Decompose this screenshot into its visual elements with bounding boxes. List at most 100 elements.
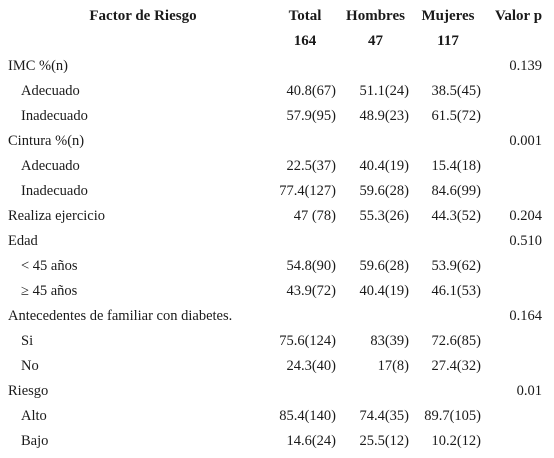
cell-total: 14.6(24) xyxy=(286,433,336,449)
table-row: No 24.3(40) 17(8) 27.4(32) xyxy=(0,354,554,379)
cell-total: 57.9(95) xyxy=(286,108,336,124)
cell-total xyxy=(272,129,338,154)
row-label: Alto xyxy=(21,408,47,424)
header-n-mujeres: 117 xyxy=(437,33,459,49)
cell-hombres xyxy=(338,54,413,79)
cell-mujeres: 53.9(62) xyxy=(431,258,481,274)
cell-mujeres: 44.3(52) xyxy=(431,208,481,224)
cell-p xyxy=(483,404,554,429)
cell-hombres: 40.4(19) xyxy=(359,158,409,174)
header-mujeres: Mujeres xyxy=(421,8,475,24)
cell-p xyxy=(483,104,554,129)
cell-p xyxy=(483,179,554,204)
cell-p: 0.139 xyxy=(509,58,542,74)
cell-hombres xyxy=(338,379,413,404)
cell-hombres: 51.1(24) xyxy=(359,83,409,99)
cell-mujeres: 46.1(53) xyxy=(431,283,481,299)
table-row: Alto 85.4(140) 74.4(35) 89.7(105) xyxy=(0,404,554,429)
cell-p xyxy=(483,354,554,379)
header-count-row: 164 47 117 xyxy=(0,29,554,54)
cell-hombres xyxy=(338,229,413,254)
cell-total: 43.9(72) xyxy=(286,283,336,299)
cell-hombres xyxy=(338,129,413,154)
header-count-p-empty xyxy=(483,29,554,54)
cell-total: 54.8(90) xyxy=(286,258,336,274)
table-row: Adecuado 40.8(67) 51.1(24) 38.5(45) xyxy=(0,79,554,104)
table-row: Inadecuado 77.4(127) 59.6(28) 84.6(99) xyxy=(0,179,554,204)
row-label: ≥ 45 años xyxy=(21,283,78,299)
row-label: < 45 años xyxy=(21,258,78,274)
cell-hombres: 83(39) xyxy=(370,333,409,349)
cell-hombres: 74.4(35) xyxy=(359,408,409,424)
cell-total xyxy=(272,304,338,329)
cell-mujeres: 84.6(99) xyxy=(431,183,481,199)
table-row: Cintura %(n) 0.001 xyxy=(0,129,554,154)
cell-total: 75.6(124) xyxy=(279,333,336,349)
cell-mujeres xyxy=(413,229,483,254)
row-label: Riesgo xyxy=(8,383,49,399)
cell-p: 0.164 xyxy=(509,308,542,324)
cell-p xyxy=(483,79,554,104)
row-label: No xyxy=(21,358,39,374)
cell-mujeres: 15.4(18) xyxy=(431,158,481,174)
cell-mujeres: 72.6(85) xyxy=(431,333,481,349)
header-count-empty xyxy=(0,29,272,54)
row-label: Cintura %(n) xyxy=(8,133,85,149)
row-label: Realiza ejercicio xyxy=(8,208,106,224)
cell-p: 0.01 xyxy=(516,383,542,399)
cell-p: 0.001 xyxy=(509,133,542,149)
cell-p xyxy=(483,254,554,279)
cell-hombres xyxy=(338,304,413,329)
header-n-hombres: 47 xyxy=(368,33,383,49)
table-row: Bajo 14.6(24) 25.5(12) 10.2(12) xyxy=(0,429,554,454)
cell-total: 40.8(67) xyxy=(286,83,336,99)
cell-mujeres xyxy=(413,379,483,404)
cell-p: 0.204 xyxy=(509,208,542,224)
table-row: Si 75.6(124) 83(39) 72.6(85) xyxy=(0,329,554,354)
header-row: Factor de Riesgo Total Hombres Mujeres V… xyxy=(0,4,554,29)
row-label: Antecedentes de familiar con diabetes. xyxy=(8,308,233,324)
table-body: IMC %(n) 0.139 Adecuado 40.8(67) 51.1(24… xyxy=(0,54,554,454)
header-hombres: Hombres xyxy=(346,8,405,24)
header-total: Total xyxy=(288,8,322,24)
cell-hombres: 25.5(12) xyxy=(359,433,409,449)
risk-factor-table: Factor de Riesgo Total Hombres Mujeres V… xyxy=(0,4,554,454)
header-n-total: 164 xyxy=(293,33,317,49)
table-row: ≥ 45 años 43.9(72) 40.4(19) 46.1(53) xyxy=(0,279,554,304)
table-row: < 45 años 54.8(90) 59.6(28) 53.9(62) xyxy=(0,254,554,279)
cell-p: 0.510 xyxy=(509,233,542,249)
row-label: Adecuado xyxy=(21,158,80,174)
cell-total: 85.4(140) xyxy=(279,408,336,424)
cell-mujeres xyxy=(413,54,483,79)
cell-hombres: 59.6(28) xyxy=(359,258,409,274)
cell-total xyxy=(272,54,338,79)
table-header: Factor de Riesgo Total Hombres Mujeres V… xyxy=(0,4,554,54)
table-row: Adecuado 22.5(37) 40.4(19) 15.4(18) xyxy=(0,154,554,179)
cell-p xyxy=(483,429,554,454)
cell-hombres: 59.6(28) xyxy=(359,183,409,199)
cell-total xyxy=(272,379,338,404)
cell-total xyxy=(272,229,338,254)
table-row: Realiza ejercicio 47 (78) 55.3(26) 44.3(… xyxy=(0,204,554,229)
cell-mujeres xyxy=(413,304,483,329)
cell-mujeres: 10.2(12) xyxy=(431,433,481,449)
row-label: Edad xyxy=(8,233,38,249)
table-row: Antecedentes de familiar con diabetes. 0… xyxy=(0,304,554,329)
cell-p xyxy=(483,279,554,304)
row-label: Si xyxy=(21,333,34,349)
table-row: IMC %(n) 0.139 xyxy=(0,54,554,79)
table-row: Riesgo 0.01 xyxy=(0,379,554,404)
cell-total: 47 (78) xyxy=(293,208,336,224)
cell-total: 24.3(40) xyxy=(286,358,336,374)
cell-total: 77.4(127) xyxy=(279,183,336,199)
table-row: Edad 0.510 xyxy=(0,229,554,254)
cell-hombres: 55.3(26) xyxy=(359,208,409,224)
cell-mujeres: 61.5(72) xyxy=(431,108,481,124)
row-label: Adecuado xyxy=(21,83,80,99)
cell-p xyxy=(483,154,554,179)
cell-hombres: 40.4(19) xyxy=(359,283,409,299)
table-row: Inadecuado 57.9(95) 48.9(23) 61.5(72) xyxy=(0,104,554,129)
row-label: Inadecuado xyxy=(21,108,88,124)
row-label: Bajo xyxy=(21,433,49,449)
